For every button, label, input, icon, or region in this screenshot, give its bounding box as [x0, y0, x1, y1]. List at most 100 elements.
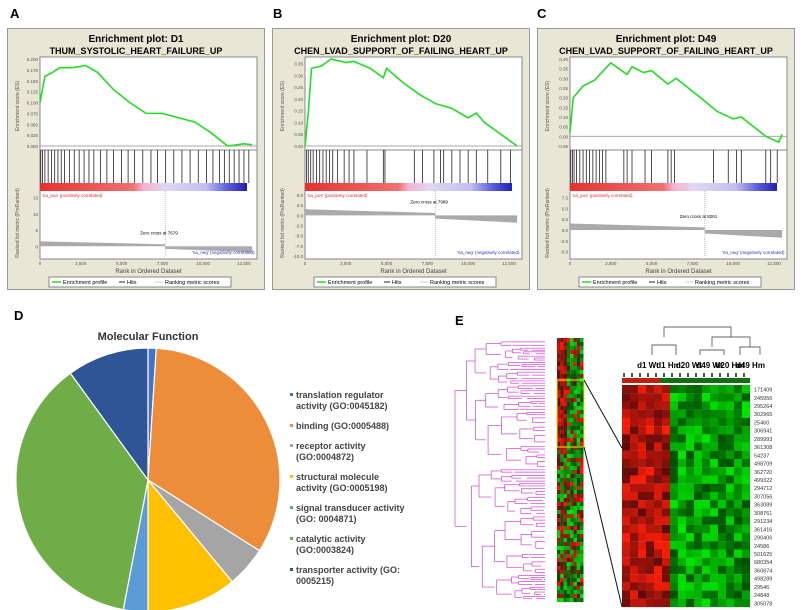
heatmap-cell: [573, 558, 577, 563]
heatmap-cell: [646, 574, 655, 583]
enrichment-profile-line: [569, 61, 783, 144]
heatmap-cell: [560, 586, 564, 591]
heatmap-cell: [622, 393, 631, 402]
heatmap-cell: [638, 524, 647, 534]
heatmap-cell: [560, 510, 564, 515]
heatmap-cell: [580, 374, 584, 379]
heatmap-cell: [557, 582, 561, 587]
heatmap-cell: [566, 598, 571, 603]
heatmap-cell: [638, 516, 647, 525]
heatmap-cell: [630, 500, 639, 509]
heatmap-cell: [557, 462, 561, 467]
heatmap-cell: [622, 475, 631, 484]
plot-subtitle: CHEN_LVAD_SUPPORT_OF_FAILING_HEART_UP: [559, 46, 773, 56]
heatmap-cell: [566, 482, 571, 487]
heatmap-cell: [576, 418, 581, 423]
legend-swatch: [290, 444, 293, 447]
heatmap-cell: [557, 542, 561, 547]
heatmap-cell: [573, 586, 577, 591]
heatmap-cell: [702, 393, 711, 402]
heatmap-cell: [560, 418, 564, 423]
heatmap-cell: [560, 342, 564, 347]
heatmap-cell: [742, 434, 751, 443]
heatmap-cell: [678, 549, 687, 558]
heatmap-cell: [734, 533, 743, 542]
row-label: 362720: [754, 470, 772, 476]
heatmap-cell: [686, 533, 695, 542]
heatmap-cell: [678, 565, 687, 575]
heatmap-cell: [560, 358, 564, 363]
heatmap-cell: [726, 582, 735, 591]
heatmap-cell: [654, 393, 663, 402]
heatmap-cell: [570, 398, 574, 403]
es-tick-label: 0.025: [27, 133, 39, 138]
heatmap-cell: [560, 470, 564, 475]
heatmap-cell: [638, 401, 647, 410]
heatmap-cell: [566, 566, 571, 571]
heatmap-cell: [570, 566, 574, 571]
heatmap-cell: [686, 590, 695, 599]
heatmap-cell: [570, 510, 574, 515]
heatmap-cell: [726, 549, 735, 558]
heatmap-cell: [638, 483, 647, 492]
heatmap-cell: [686, 417, 695, 427]
heatmap-cell: [573, 522, 577, 527]
es-tick-label: 0.075: [27, 111, 39, 116]
heatmap-cell: [563, 430, 567, 435]
heatmap-cell: [710, 516, 719, 525]
heatmap-cell: [560, 590, 564, 595]
heatmap-cell: [702, 598, 711, 608]
heatmap-cell: [654, 483, 663, 492]
heatmap-cell: [563, 358, 567, 363]
heatmap-cell: [580, 342, 584, 347]
heatmap-cell: [557, 598, 561, 603]
heatmap-cell: [662, 475, 671, 484]
heatmap-cell: [718, 401, 727, 410]
heatmap-cell: [638, 508, 647, 517]
heatmap-cell: [560, 386, 564, 391]
panel-label-b: B: [273, 6, 283, 21]
heatmap-cell: [570, 554, 574, 559]
heatmap-cell: [560, 410, 564, 415]
heatmap-cell: [557, 458, 561, 463]
es-tick-label: 0.05: [294, 132, 303, 137]
es-tick-label: 0.00: [294, 144, 303, 149]
heatmap-cell: [576, 422, 581, 427]
heatmap-cell: [654, 459, 663, 468]
heatmap-cell: [646, 483, 655, 492]
heatmap-cell: [570, 426, 574, 431]
heatmap-cell: [726, 524, 735, 534]
heatmap-cell: [646, 516, 655, 525]
heatmap-cell: [566, 518, 571, 523]
legend-label: translation regulator activity (GO:00451…: [296, 390, 388, 411]
heatmap-cell: [563, 538, 567, 543]
heatmap-cell: [573, 454, 577, 459]
heatmap-cell: [557, 414, 561, 419]
heatmap-cell: [662, 500, 671, 509]
gsea-plot-d1: Enrichment plot: D1 THUM_SYSTOLIC_HEART_F…: [7, 28, 265, 290]
heatmap-cell: [573, 494, 577, 499]
heatmap-cell: [560, 382, 564, 387]
heatmap-cell: [710, 491, 719, 501]
heatmap-cell: [718, 574, 727, 583]
metric-tick-label: -2.5: [295, 224, 303, 229]
heatmap-cell: [678, 450, 687, 460]
heatmap-cell: [570, 598, 574, 603]
heatmap-cell: [686, 516, 695, 525]
heatmap-cell: [576, 590, 581, 595]
heatmap-cell: [576, 490, 581, 495]
heatmap-cell: [694, 549, 703, 558]
heatmap-cell: [638, 426, 647, 435]
heatmap-cell: [742, 483, 751, 492]
heatmap-cell: [563, 446, 567, 451]
heatmap-cell: [563, 394, 567, 399]
heatmap-cell: [576, 566, 581, 571]
heatmap-cell: [718, 549, 727, 558]
metric-tick-label: 10: [33, 212, 39, 217]
heatmap-cell: [566, 502, 571, 507]
heatmap-cell: [622, 434, 631, 443]
heatmap-cell: [622, 541, 631, 550]
heatmap-cell: [566, 430, 571, 435]
heatmap-cell: [576, 542, 581, 547]
